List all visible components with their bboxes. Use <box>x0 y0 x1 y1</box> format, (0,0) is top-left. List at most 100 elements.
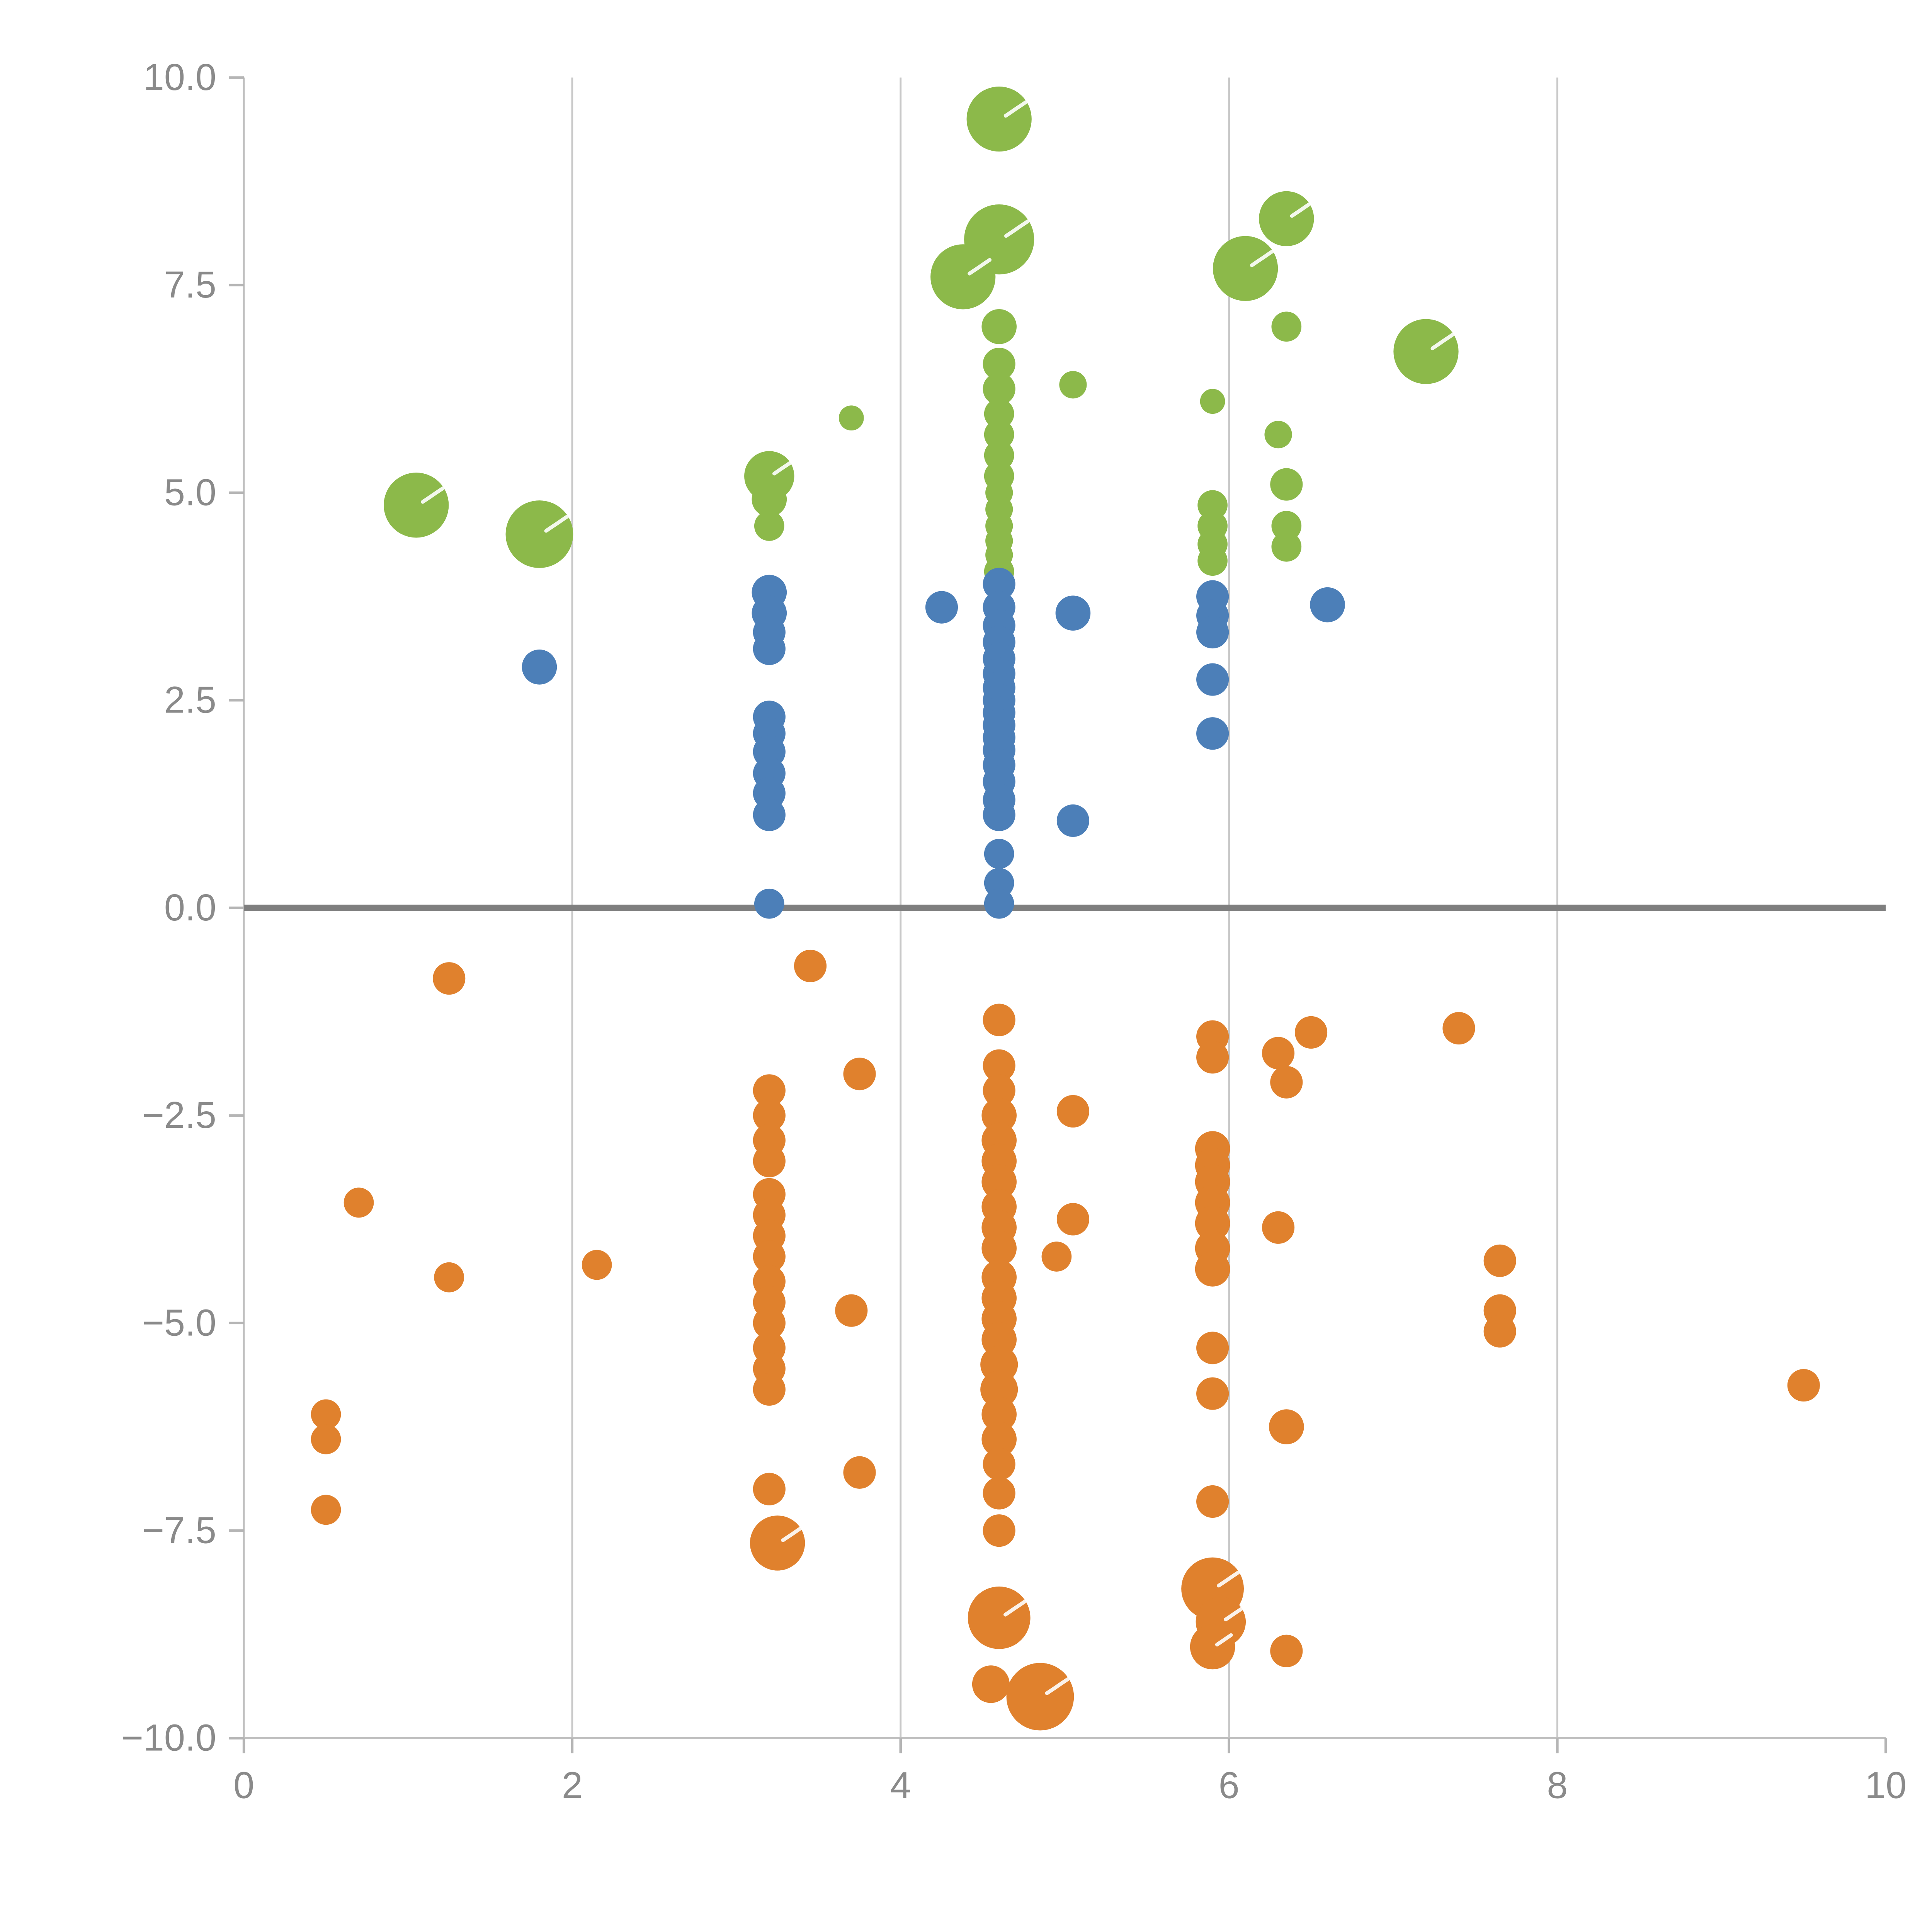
green-bubble[interactable] <box>1271 531 1302 562</box>
orange-bubble[interactable] <box>835 1294 868 1327</box>
blue-bubble[interactable] <box>984 839 1014 869</box>
blue-bubble[interactable] <box>753 632 786 665</box>
orange-bubble[interactable] <box>1196 1377 1229 1410</box>
green-bubble[interactable] <box>1059 371 1087 399</box>
orange-bubble[interactable] <box>983 1514 1015 1547</box>
orange-bubble[interactable] <box>794 949 827 983</box>
blue-bubble[interactable] <box>984 888 1014 919</box>
orange-bubble[interactable] <box>1196 1041 1229 1074</box>
green-bubble[interactable] <box>983 347 1015 381</box>
green-bubble[interactable] <box>1270 468 1303 501</box>
orange-bubble[interactable] <box>1270 1634 1303 1667</box>
orange-bubble[interactable] <box>1195 1206 1230 1241</box>
orange-bubble[interactable] <box>1006 1663 1074 1731</box>
orange-bubble[interactable] <box>433 962 466 995</box>
orange-bubble[interactable] <box>1294 1016 1328 1049</box>
green-bubble[interactable] <box>1200 389 1225 414</box>
orange-bubble[interactable] <box>753 1373 786 1406</box>
green-bubble[interactable] <box>966 86 1032 152</box>
blue-bubble[interactable] <box>1196 616 1229 649</box>
blue-bubble[interactable] <box>983 798 1015 831</box>
orange-bubble[interactable] <box>753 1240 786 1273</box>
orange-bubble[interactable] <box>1483 1315 1516 1348</box>
blue-bubble[interactable] <box>1055 595 1091 631</box>
orange-bubble[interactable] <box>582 1250 612 1280</box>
orange-bubble[interactable] <box>1196 1332 1229 1364</box>
green-bubble[interactable] <box>1393 319 1459 384</box>
orange-bubble[interactable] <box>843 1058 876 1090</box>
orange-bubble[interactable] <box>1262 1211 1295 1244</box>
orange-bubble[interactable] <box>1041 1242 1072 1272</box>
green-bubble[interactable] <box>1271 311 1302 342</box>
orange-bubble[interactable] <box>1270 1066 1303 1099</box>
orange-bubble[interactable] <box>968 1586 1031 1649</box>
green-bubble[interactable] <box>984 399 1014 429</box>
green-bubble[interactable] <box>754 511 784 541</box>
orange-bubble[interactable] <box>1056 1203 1089 1236</box>
blue-bubble[interactable] <box>925 591 958 624</box>
orange-bubble[interactable] <box>983 1049 1015 1082</box>
green-bubble[interactable] <box>984 440 1014 471</box>
orange-bubble[interactable] <box>753 1074 786 1107</box>
orange-bubble[interactable] <box>311 1424 341 1454</box>
bubble-highlight <box>1004 219 1030 238</box>
green-bubble[interactable] <box>1213 236 1278 301</box>
blue-bubble[interactable] <box>984 868 1014 898</box>
green-bubble[interactable] <box>1264 421 1292 449</box>
orange-bubble[interactable] <box>983 1448 1015 1481</box>
orange-bubble[interactable] <box>1442 1012 1475 1045</box>
blue-bubble[interactable] <box>522 650 557 685</box>
orange-bubble[interactable] <box>981 1098 1017 1133</box>
orange-bubble[interactable] <box>980 1371 1018 1408</box>
orange-bubble[interactable] <box>344 1187 374 1218</box>
orange-bubble[interactable] <box>843 1456 876 1489</box>
orange-bubble[interactable] <box>1269 1409 1304 1444</box>
green-bubble[interactable] <box>384 473 449 538</box>
blue-bubble[interactable] <box>983 568 1015 600</box>
green-bubble[interactable] <box>838 405 864 431</box>
orange-bubble[interactable] <box>972 1665 1010 1703</box>
green-bubble[interactable] <box>930 244 996 310</box>
bubble-highlight <box>772 461 792 476</box>
green-bubble[interactable] <box>1271 511 1302 541</box>
orange-bubble[interactable] <box>311 1495 341 1525</box>
blue-bubble[interactable] <box>1056 804 1089 837</box>
blue-bubble[interactable] <box>754 888 784 919</box>
green-bubble[interactable] <box>1197 546 1228 576</box>
green-bubble[interactable] <box>984 419 1014 450</box>
orange-bubble[interactable] <box>750 1515 805 1571</box>
orange-bubble[interactable] <box>434 1262 464 1293</box>
orange-bubble[interactable] <box>753 1099 786 1132</box>
orange-bubble[interactable] <box>1483 1244 1516 1277</box>
blue-bubble[interactable] <box>1196 717 1229 750</box>
green-bubble[interactable] <box>983 372 1015 405</box>
orange-bubble[interactable] <box>1262 1037 1295 1070</box>
orange-bubble[interactable] <box>981 1164 1017 1199</box>
orange-bubble[interactable] <box>753 1145 786 1177</box>
orange-bubble[interactable] <box>311 1399 341 1430</box>
orange-bubble[interactable] <box>1196 1485 1229 1518</box>
orange-bubble[interactable] <box>981 1231 1017 1266</box>
orange-bubble[interactable] <box>981 1397 1017 1432</box>
bubble-highlight <box>968 258 992 276</box>
green-bubble[interactable] <box>981 309 1017 344</box>
orange-bubble[interactable] <box>983 1003 1015 1036</box>
blue-bubble[interactable] <box>1310 587 1345 622</box>
green-bubble[interactable] <box>752 481 787 517</box>
y-tick-label: 0.0 <box>164 886 216 929</box>
green-bubble[interactable] <box>505 500 573 568</box>
orange-bubble[interactable] <box>1787 1369 1820 1402</box>
orange-bubble[interactable] <box>1195 1251 1230 1287</box>
blue-bubble[interactable] <box>753 798 786 831</box>
orange-bubble[interactable] <box>983 1074 1015 1107</box>
orange-bubble[interactable] <box>1190 1624 1235 1670</box>
orange-bubble[interactable] <box>753 1473 786 1505</box>
orange-bubble[interactable] <box>753 1306 786 1340</box>
orange-bubble[interactable] <box>983 1477 1015 1510</box>
orange-bubble[interactable] <box>1056 1095 1089 1128</box>
green-bubble[interactable] <box>1197 490 1228 520</box>
green-bubble[interactable] <box>1259 191 1314 247</box>
blue-bubble[interactable] <box>1196 663 1229 696</box>
orange-bubble[interactable] <box>981 1422 1017 1457</box>
